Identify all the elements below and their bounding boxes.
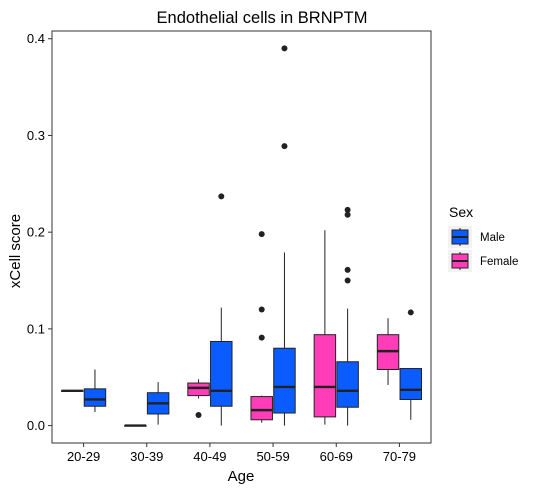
female-box-70-79 bbox=[376, 318, 400, 385]
outlier-point bbox=[344, 277, 351, 284]
legend-title: Sex bbox=[449, 204, 473, 220]
female-box-30-39 bbox=[124, 424, 147, 427]
outlier-point bbox=[344, 206, 351, 213]
x-tick-label: 20-29 bbox=[67, 449, 100, 464]
female-box-40-49 bbox=[187, 379, 210, 418]
x-tick-label: 40-49 bbox=[193, 449, 226, 464]
box bbox=[187, 382, 210, 397]
outlier-point bbox=[218, 193, 225, 200]
outlier-point bbox=[195, 411, 202, 418]
box bbox=[313, 334, 337, 418]
outlier-point bbox=[281, 45, 288, 52]
box bbox=[336, 361, 359, 408]
y-tick-label: 0.4 bbox=[27, 31, 45, 46]
x-tick-label: 30-39 bbox=[130, 449, 163, 464]
male-box-50-59 bbox=[273, 45, 296, 426]
y-tick-label: 0.0 bbox=[27, 418, 45, 433]
plot-layer: 0.0 0.1 0.2 0.3 0.4 20-29 30-39 40-49 50-59 60-69… bbox=[27, 31, 423, 464]
x-tick-label: 70-79 bbox=[383, 449, 416, 464]
y-axis-title: xCell score bbox=[7, 214, 24, 288]
chart-title: Endothelial cells in BRNPTM bbox=[157, 9, 368, 27]
female-box-20-29 bbox=[60, 389, 84, 392]
outlier-point bbox=[258, 334, 265, 341]
male-box-30-39 bbox=[146, 382, 170, 425]
outlier-point bbox=[344, 211, 351, 218]
box bbox=[83, 388, 107, 407]
outlier-point bbox=[344, 266, 351, 273]
box bbox=[250, 396, 273, 421]
legend-label-female: Female bbox=[480, 256, 518, 268]
male-box-70-79 bbox=[399, 309, 423, 420]
plot-panel bbox=[51, 30, 432, 444]
legend-label-male: Male bbox=[480, 232, 505, 244]
box bbox=[399, 368, 423, 400]
x-tick-label: 60-69 bbox=[320, 449, 353, 464]
male-box-60-69 bbox=[336, 206, 359, 426]
legend-items: Male Female bbox=[448, 226, 518, 272]
x-tick-label: 50-59 bbox=[256, 449, 289, 464]
outlier-point bbox=[258, 231, 265, 238]
male-box-20-29 bbox=[83, 369, 107, 413]
male-box-40-49 bbox=[210, 193, 233, 426]
y-tick-label: 0.2 bbox=[27, 225, 45, 240]
outlier-point bbox=[258, 306, 265, 313]
outlier-point bbox=[407, 309, 414, 316]
x-axis-title: Age bbox=[228, 468, 255, 485]
box bbox=[210, 340, 233, 407]
y-tick-label: 0.3 bbox=[27, 128, 45, 143]
y-tick-label: 0.1 bbox=[27, 321, 45, 336]
legend: Sex Male Female bbox=[448, 204, 518, 272]
female-box-60-69 bbox=[313, 230, 337, 425]
outlier-point bbox=[281, 143, 288, 150]
female-box-50-59 bbox=[250, 231, 273, 423]
box bbox=[273, 347, 296, 414]
